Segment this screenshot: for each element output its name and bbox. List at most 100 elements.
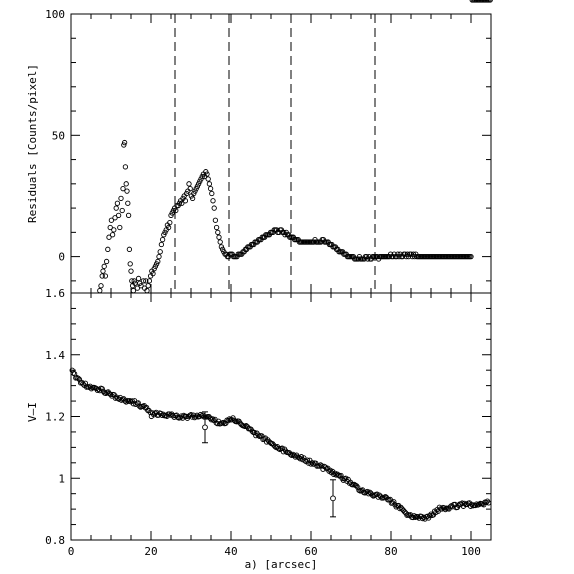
color-point <box>99 386 105 392</box>
residual-point <box>215 229 221 235</box>
top-panel: 100 50 0 Residuals [Counts/pixel] <box>26 0 493 294</box>
residual-point <box>140 278 147 284</box>
color-point <box>209 416 216 422</box>
color-point <box>69 367 75 373</box>
color-point <box>391 499 397 505</box>
bottom-xtick-label: 80 <box>384 545 397 558</box>
bottom-y-axis-label: V–I <box>26 402 39 422</box>
color-point <box>193 414 199 420</box>
residual-point <box>210 198 216 204</box>
residual-point <box>113 205 119 211</box>
residual-point <box>118 195 124 202</box>
color-point <box>159 412 165 419</box>
residual-point <box>97 287 103 294</box>
color-point <box>287 451 294 458</box>
color-point <box>226 416 233 422</box>
color-point <box>279 445 285 451</box>
residual-point <box>209 190 215 197</box>
color-point <box>401 509 408 515</box>
residual-point <box>111 227 117 233</box>
color-point <box>80 381 86 387</box>
residual-point <box>119 207 125 214</box>
residual-point <box>182 198 189 204</box>
residual-point <box>187 186 193 192</box>
residual-point <box>179 200 185 206</box>
top-ytick-label: 50 <box>52 129 65 142</box>
top-ticks <box>70 13 492 293</box>
residual-point <box>121 139 128 146</box>
bottom-ytick-label: 1 <box>58 472 65 485</box>
residual-point <box>173 207 179 214</box>
residual-point <box>99 273 105 279</box>
residual-point <box>212 217 219 223</box>
residual-point <box>186 181 192 187</box>
residual-point <box>125 200 131 206</box>
residual-point <box>128 268 134 274</box>
top-tick-labels: 100 50 0 <box>45 8 65 264</box>
top-ytick-label: 100 <box>45 8 65 21</box>
residual-point <box>108 217 115 223</box>
color-point <box>251 429 258 436</box>
residual-point <box>114 200 121 206</box>
errorbar-point <box>202 424 208 431</box>
color-point <box>427 513 433 519</box>
bottom-tick-labels: 1.6 1.4 1.2 1 0.80 20 40 60 80 100 <box>45 287 481 558</box>
bottom-xtick-label: 60 <box>304 545 317 558</box>
color-point <box>415 514 421 520</box>
residual-point <box>155 258 161 265</box>
residual-point <box>150 270 156 277</box>
bottom-x-axis-label: a) [arcsec] <box>245 558 318 571</box>
color-point <box>280 449 287 455</box>
residual-point <box>112 215 118 221</box>
color-point <box>338 472 344 479</box>
color-point <box>181 412 187 419</box>
errorbar-point <box>330 495 336 502</box>
residual-point <box>157 249 163 255</box>
color-point <box>483 499 489 506</box>
color-point <box>308 461 314 467</box>
residual-point <box>100 268 106 274</box>
residual-point <box>109 232 116 238</box>
color-point <box>442 506 449 513</box>
color-point <box>197 411 204 418</box>
residual-point <box>126 246 133 252</box>
residual-point <box>468 253 474 260</box>
residual-point <box>123 181 129 187</box>
residual-point <box>146 278 153 284</box>
residual-point <box>138 283 144 289</box>
color-point <box>220 419 227 426</box>
bottom-plot-frame <box>70 292 492 541</box>
residual-point <box>207 186 214 192</box>
bottom-panel: 1.6 1.4 1.2 1 0.80 20 40 60 80 100 V–I a) [arcsec… <box>26 287 492 571</box>
color-point <box>135 400 141 406</box>
top-vlines <box>174 14 376 293</box>
residual-point <box>124 188 130 194</box>
residual-point <box>189 195 196 202</box>
bottom-xtick-label: 100 <box>461 545 481 558</box>
bottom-xtick-label: 0 <box>68 545 75 558</box>
color-point <box>301 455 307 461</box>
residual-point <box>211 205 217 211</box>
residual-point <box>134 285 141 291</box>
bottom-points <box>69 367 492 522</box>
residual-point <box>117 224 123 231</box>
color-point <box>447 504 453 510</box>
residual-point <box>115 212 122 219</box>
color-point <box>304 457 311 463</box>
residual-point <box>167 219 173 226</box>
residual-point <box>159 236 166 243</box>
residual-point <box>102 273 109 279</box>
residual-point <box>213 224 220 231</box>
top-points <box>97 0 493 294</box>
color-point <box>129 398 135 404</box>
bottom-xtick-label: 40 <box>224 545 237 558</box>
bottom-ytick-label: 1.2 <box>45 411 65 424</box>
residual-point <box>98 283 104 289</box>
color-point <box>75 375 81 381</box>
color-point <box>309 460 315 466</box>
color-point <box>255 432 261 438</box>
residual-point <box>487 0 493 3</box>
top-plot-frame <box>70 13 492 294</box>
residual-point <box>216 234 222 240</box>
